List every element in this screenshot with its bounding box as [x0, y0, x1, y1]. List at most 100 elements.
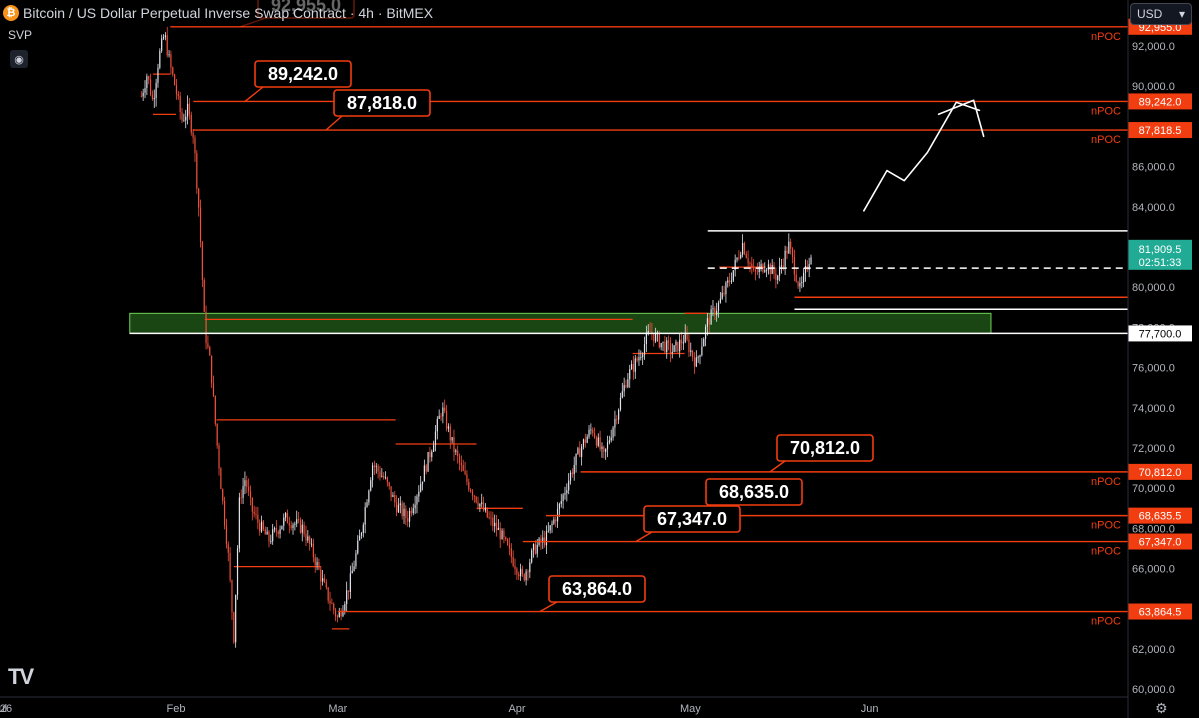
tradingview-logo-icon[interactable]: TV [8, 664, 34, 689]
candle-body [297, 519, 300, 521]
candle-body [608, 440, 610, 443]
candle-body [194, 137, 196, 154]
candle-body [238, 497, 240, 549]
callout-leader [325, 115, 343, 131]
candle-body [747, 257, 749, 264]
candle-body [764, 270, 766, 272]
candle-body [758, 266, 760, 273]
candle-body [495, 522, 498, 531]
candle-body [690, 350, 692, 353]
candle-body [159, 50, 161, 68]
candle-body [712, 308, 714, 310]
candle-body [679, 339, 681, 352]
candle-body [732, 270, 734, 281]
candle-body [286, 512, 289, 524]
indicator-label[interactable]: SVP [8, 28, 33, 42]
x-tick-label: May [680, 703, 701, 715]
candle-body [438, 415, 440, 419]
candle-body [582, 439, 585, 447]
candle-body [427, 452, 429, 472]
candle-body [545, 531, 548, 546]
candle-body [294, 523, 296, 525]
candle-body [334, 610, 337, 617]
candle-body [362, 524, 364, 533]
candle-body [501, 530, 503, 540]
candle-body [529, 562, 531, 573]
candle-body [508, 544, 511, 548]
candle-body [205, 311, 207, 344]
candle-body [671, 351, 673, 354]
candle-body [795, 274, 797, 282]
candle-body [516, 568, 518, 575]
forecast-path [863, 101, 981, 212]
support-zone [129, 312, 992, 334]
candle-body [536, 544, 538, 554]
candle-body [183, 120, 185, 122]
candle-body [216, 423, 218, 446]
candle-body [370, 480, 372, 491]
candle-body [436, 418, 438, 432]
candle-body [390, 486, 392, 497]
candle-body [638, 357, 640, 361]
candle-body [401, 503, 403, 517]
candle-body [786, 250, 788, 254]
axis-level-badge-text: 77,700.0 [1139, 328, 1182, 340]
candle-body [518, 574, 520, 577]
npoc-tag: nPOC [1091, 520, 1121, 532]
callout-leader [635, 531, 653, 543]
candle-body [699, 355, 701, 357]
candle-body [405, 508, 407, 518]
candle-body [643, 344, 646, 355]
candle-body [708, 318, 710, 325]
candle-body [577, 448, 579, 454]
candle-body [423, 465, 425, 482]
candle-body [259, 522, 261, 532]
candle-body [386, 477, 388, 483]
candle-body [767, 264, 770, 270]
candle-body [503, 530, 505, 538]
candle-body [307, 536, 309, 541]
candle-body [560, 501, 562, 504]
candle-body [466, 474, 468, 482]
candle-body [682, 342, 684, 344]
candle-body [310, 543, 313, 545]
y-tick-label: 86,000.0 [1132, 162, 1175, 174]
chart-title[interactable]: Bitcoin / US Dollar Perpetual Inverse Sw… [23, 5, 434, 21]
candle-body [599, 437, 601, 450]
x-tick-label: Jun [861, 703, 879, 715]
candle-body [531, 550, 533, 563]
candle-body [514, 565, 516, 569]
candle-body [519, 568, 522, 577]
candle-body [175, 85, 178, 94]
candle-body [207, 343, 209, 348]
candle-body [743, 243, 746, 255]
candle-body [717, 302, 720, 311]
candle-body [555, 519, 557, 522]
candle-body [597, 437, 599, 446]
npoc-tag: nPOC [1091, 476, 1121, 488]
candle-body [477, 502, 479, 507]
candle-body [368, 490, 370, 503]
candle-body [771, 265, 773, 275]
candle-body [488, 517, 490, 518]
candle-body [377, 466, 379, 472]
gear-icon[interactable]: ⚙ [1155, 700, 1168, 716]
candle-body [775, 273, 777, 280]
currency-select[interactable]: USD ▾ [1130, 3, 1192, 25]
candle-body [790, 241, 792, 249]
candle-body [146, 76, 148, 89]
candle-body [285, 512, 287, 518]
candle-body [229, 552, 231, 581]
candle-body [325, 582, 327, 588]
candle-body [170, 54, 172, 68]
candle-body [225, 525, 228, 545]
candle-body [186, 103, 189, 117]
candle-body [453, 437, 455, 452]
candle-body [579, 448, 581, 457]
candle-body [625, 385, 627, 388]
candle-body [218, 445, 220, 469]
candle-body [192, 132, 194, 138]
eye-icon[interactable]: ◉ [10, 50, 28, 68]
axis-price-badge-text: 87,818.5 [1139, 125, 1182, 137]
